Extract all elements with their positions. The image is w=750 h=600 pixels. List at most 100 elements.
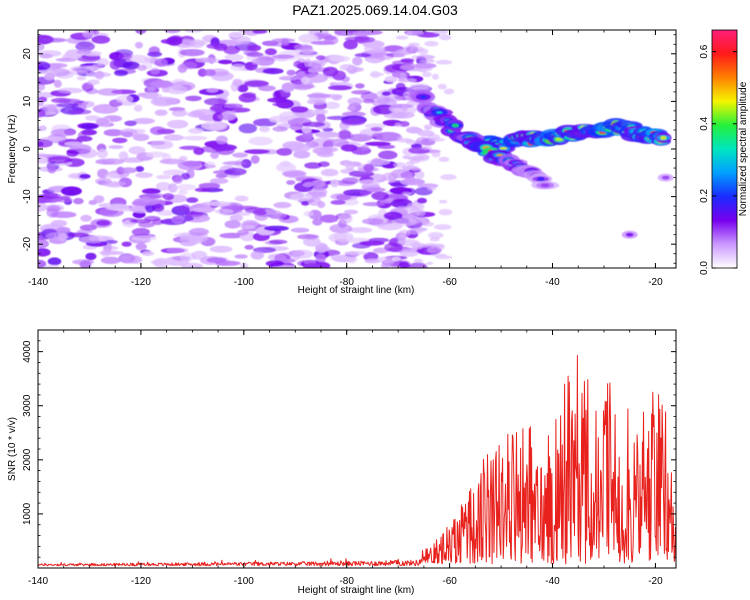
colorbar-ticks: 0.0 0.2 0.4 0.6 (699, 44, 737, 275)
heatmap-cell (375, 131, 402, 142)
heatmap-cell (438, 199, 448, 204)
heatmap-cell (252, 30, 268, 34)
heatmap-cell (397, 206, 409, 210)
heatmap-cell (206, 43, 228, 50)
heatmap-cell (135, 166, 145, 172)
heatmap-cell (431, 151, 441, 158)
heatmap-cell (163, 134, 185, 141)
heatmap-cell (76, 49, 92, 55)
heatmap-cell (383, 96, 404, 102)
heatmap-cell (370, 70, 381, 79)
heatmap-cell (393, 53, 406, 58)
x-tick-label: -120 (131, 576, 151, 587)
heatmap-cell (135, 41, 143, 49)
heatmap-cell (157, 209, 175, 216)
heatmap-cell (258, 85, 276, 92)
heatmap-cell (293, 60, 303, 68)
heatmap-cell (345, 160, 355, 171)
heatmap-cell (403, 155, 418, 160)
heatmap-cell (95, 117, 110, 126)
x-tick-label: -100 (234, 277, 254, 288)
heatmap-cell (339, 64, 355, 71)
heatmap-cell (248, 136, 273, 146)
heatmap-cell (92, 104, 119, 114)
heatmap-cell (391, 168, 413, 179)
heatmap-cell (229, 64, 248, 71)
heatmap-cell (50, 211, 77, 218)
heatmap-cell (316, 113, 326, 123)
heatmap-cell (132, 133, 150, 142)
heatmap-cell (193, 148, 203, 155)
heatmap-cell (209, 178, 229, 184)
heatmap-cell (209, 245, 233, 253)
snr-panel: -140 -120 -100 -80 -60 -40 -20 1000 2000 3000 4000… (7, 329, 677, 596)
heatmap-cell (289, 193, 313, 202)
heatmap-cell (171, 109, 188, 117)
heatmap-cell (290, 227, 310, 233)
heatmap-cell (340, 144, 358, 152)
y-tick-label: -10 (22, 189, 33, 204)
heatmap-cell (159, 158, 185, 165)
y-tick-label: 10 (22, 95, 33, 107)
heatmap-cell (141, 188, 161, 195)
heatmap-cell (97, 148, 108, 159)
heatmap-cell (132, 117, 155, 125)
heatmap-cell (422, 221, 435, 227)
heatmap-cell (302, 126, 312, 134)
heatmap-cell (338, 129, 352, 140)
heatmap-cell (348, 170, 375, 178)
heatmap-cell (286, 180, 296, 185)
heatmap-cell (235, 211, 252, 216)
heatmap-cell (237, 84, 249, 93)
heatmap-cell (422, 71, 432, 78)
heatmap-cell (281, 170, 305, 177)
heatmap-cell (307, 187, 328, 197)
heatmap-cell (178, 189, 188, 195)
heatmap-cell (56, 226, 71, 234)
heatmap-cell (223, 45, 240, 55)
heatmap-cell (302, 121, 326, 127)
heatmap-cell (38, 156, 49, 164)
heatmap-cell (407, 209, 424, 215)
heatmap-cell (395, 48, 414, 55)
heatmap-cell (102, 158, 125, 165)
heatmap-cell (180, 172, 191, 180)
heatmap-cell (268, 239, 288, 245)
heatmap-cell (44, 264, 60, 268)
heatmap-cell (282, 141, 305, 151)
heatmap-cell (234, 254, 248, 259)
heatmap-cell (270, 41, 290, 47)
heatmap-cell (85, 115, 101, 121)
heatmap-cell (303, 211, 314, 217)
heatmap-cell (145, 151, 167, 158)
heatmap-cell (38, 248, 51, 257)
heatmap-cell (151, 203, 165, 212)
heatmap-cell (341, 118, 366, 126)
heatmap-cell (188, 227, 209, 236)
heatmap-cell (408, 218, 425, 224)
heatmap-cell (303, 262, 322, 268)
heatmap-cell (150, 259, 167, 265)
heatmap-cell (357, 36, 376, 43)
heatmap-cell (164, 30, 181, 34)
heatmap-cell (265, 260, 285, 267)
heatmap-cell (135, 172, 153, 179)
heatmap-cell (41, 193, 62, 200)
heatmap-cell (310, 109, 329, 115)
heatmap-cell (290, 106, 309, 113)
heatmap-cell (155, 181, 172, 191)
heatmap-cell (228, 31, 244, 38)
heatmap-cell (150, 67, 160, 75)
heatmap-cell (179, 49, 205, 57)
heatmap-cell (314, 131, 340, 138)
heatmap-cell (238, 30, 250, 33)
heatmap-cell (238, 93, 257, 103)
heatmap-cell (437, 83, 447, 90)
heatmap-cell (46, 205, 61, 212)
heatmap-cell (244, 80, 269, 87)
heatmap-cell (272, 102, 293, 107)
heatmap-cell (293, 150, 311, 159)
heatmap-cell (383, 211, 403, 220)
heatmap-cell (180, 61, 198, 70)
